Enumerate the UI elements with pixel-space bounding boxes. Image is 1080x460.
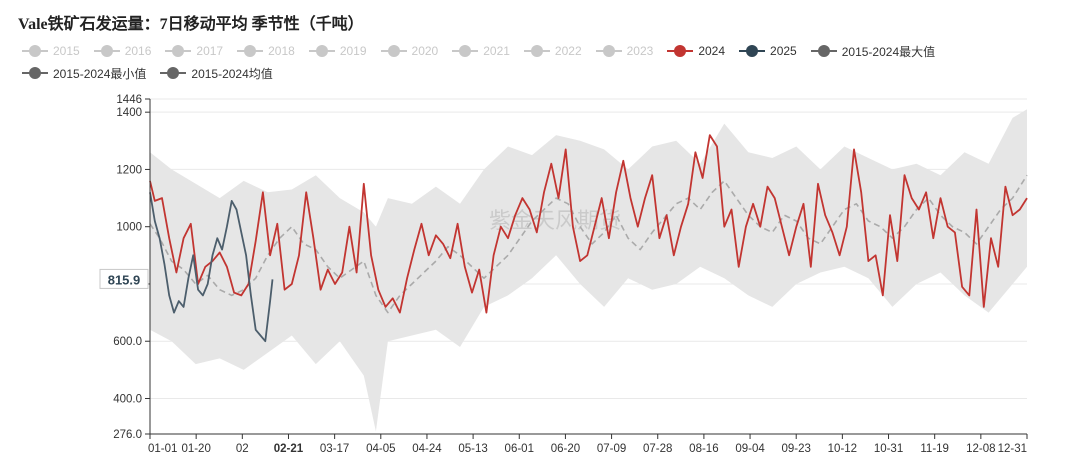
watermark: 紫金天风期货 bbox=[489, 208, 621, 233]
x-tick-label: 04-24 bbox=[412, 443, 442, 455]
legend-marker-icon bbox=[739, 44, 766, 58]
x-tick-label: 06-20 bbox=[551, 443, 580, 455]
legend-label: 2015 bbox=[53, 44, 80, 58]
legend-label: 2015-2024最小值 bbox=[53, 66, 147, 81]
y-pointer-label: 815.9 bbox=[108, 272, 141, 287]
legend-item-2023[interactable]: 2023 bbox=[595, 40, 654, 62]
x-tick-label: 09-04 bbox=[735, 443, 765, 455]
chart-title: Vale铁矿石发运量：7日移动平均 季节性（千吨） bbox=[18, 16, 364, 33]
y-tick-label: 400.0 bbox=[113, 393, 142, 405]
x-tick-label: 08-16 bbox=[689, 443, 718, 455]
legend-item-2017[interactable]: 2017 bbox=[165, 40, 223, 62]
legend-marker-icon bbox=[595, 44, 622, 58]
legend-marker-icon bbox=[22, 66, 48, 80]
x-tick-label: 06-01 bbox=[505, 443, 534, 455]
y-tick-label: 1000 bbox=[116, 222, 142, 234]
legend-label: 2025 bbox=[770, 44, 797, 58]
legend-marker-icon bbox=[308, 44, 335, 58]
legend-marker-icon bbox=[160, 66, 187, 80]
legend-item-2015-2024最大值[interactable]: 2015-2024最大值 bbox=[810, 40, 936, 62]
legend-item-2015-2024均值[interactable]: 2015-2024均值 bbox=[160, 62, 273, 84]
legend-label: 2019 bbox=[339, 44, 367, 58]
legend-item-2015-2024最小值[interactable]: 2015-2024最小值 bbox=[22, 62, 146, 84]
x-tick-label: 04-05 bbox=[366, 443, 395, 455]
x-tick-label: 05-13 bbox=[458, 443, 487, 455]
y-tick-label: 1400 bbox=[116, 107, 142, 119]
legend-item-2015[interactable]: 2015 bbox=[22, 40, 80, 62]
legend-label: 2022 bbox=[554, 44, 582, 58]
legend-marker-icon bbox=[810, 44, 837, 58]
legend-item-2022[interactable]: 2022 bbox=[523, 40, 582, 62]
legend: 2015 2016 2017 2018 2019 2020 2021 2022 2023 2024… bbox=[22, 40, 1062, 84]
y-tick-label: 276.0 bbox=[113, 429, 142, 441]
legend-label: 2017 bbox=[196, 44, 224, 58]
legend-item-2020[interactable]: 2020 bbox=[380, 40, 439, 62]
y-pointer-box bbox=[99, 268, 149, 289]
x-tick-label: 09-23 bbox=[781, 443, 810, 455]
x-tick-label: 03-17 bbox=[320, 443, 349, 455]
legend-item-2018[interactable]: 2018 bbox=[237, 40, 295, 62]
legend-marker-icon bbox=[22, 44, 48, 58]
x-tick-label: 10-31 bbox=[874, 443, 903, 455]
legend-marker-icon bbox=[452, 44, 479, 58]
x-tick-label: 01-20 bbox=[181, 443, 210, 455]
x-tick-label: 11-19 bbox=[920, 443, 949, 455]
series-line-2024 bbox=[149, 134, 1028, 314]
x-tick-label: 01-01 bbox=[148, 443, 177, 455]
legend-marker-icon bbox=[380, 44, 407, 58]
range-band bbox=[150, 109, 1027, 432]
legend-item-2016[interactable]: 2016 bbox=[93, 40, 152, 62]
y-tick-label: 1446 bbox=[116, 94, 142, 106]
legend-marker-icon bbox=[523, 44, 550, 58]
legend-label: 2020 bbox=[411, 44, 439, 58]
x-tick-label: 02-21 bbox=[274, 443, 304, 455]
legend-item-2025[interactable]: 2025 bbox=[739, 40, 797, 62]
series-line-2015-2024均值 bbox=[149, 174, 1028, 314]
y-tick-label: 600.0 bbox=[113, 336, 142, 348]
legend-item-2024[interactable]: 2024 bbox=[667, 40, 725, 62]
x-tick-label: 07-09 bbox=[597, 443, 626, 455]
legend-item-2021[interactable]: 2021 bbox=[452, 40, 510, 62]
legend-label: 2018 bbox=[268, 44, 295, 58]
legend-label: 2023 bbox=[626, 44, 654, 58]
legend-marker-icon bbox=[93, 44, 120, 58]
x-tick-label: 12-31 bbox=[998, 443, 1027, 455]
legend-label: 2015-2024最大值 bbox=[841, 44, 936, 59]
series-line-2025 bbox=[149, 192, 274, 343]
x-tick-label: 12-08 bbox=[966, 443, 995, 455]
legend-item-2019[interactable]: 2019 bbox=[308, 40, 367, 62]
legend-label: 2015-2024均值 bbox=[191, 66, 273, 81]
x-tick-label: 10-12 bbox=[828, 443, 857, 455]
x-tick-label: 07-28 bbox=[643, 443, 672, 455]
legend-marker-icon bbox=[237, 44, 264, 58]
legend-marker-icon bbox=[165, 44, 192, 58]
legend-label: 2021 bbox=[483, 44, 510, 58]
legend-marker-icon bbox=[667, 44, 694, 58]
y-tick-label: 1200 bbox=[116, 164, 142, 176]
legend-label: 2024 bbox=[698, 44, 726, 58]
x-tick-label: 02 bbox=[236, 443, 249, 455]
legend-label: 2016 bbox=[124, 44, 152, 58]
